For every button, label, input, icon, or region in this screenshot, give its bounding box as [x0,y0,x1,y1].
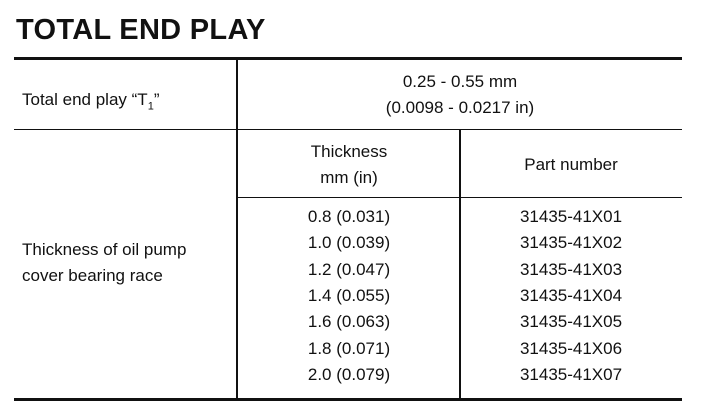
column-header: mm (in) [320,168,378,187]
part-number: 31435-41X06 [519,338,623,358]
row-label: cover bearing race [22,266,163,285]
column-header: Thickness [310,142,388,161]
column-header: Part number [524,155,618,174]
thickness: 2.0 (0.079) [307,364,391,384]
row-label: Total end play “T1” [22,90,159,112]
value: (0.0098 - 0.0217 in) [385,98,535,117]
thickness: 1.8 (0.071) [307,338,391,358]
label-sub: 1 [147,100,154,113]
part-number: 31435-41X01 [519,207,623,226]
title: TOTAL END PLAY [16,14,266,46]
divider [236,58,238,400]
rule [14,129,682,130]
rule-bottom [14,398,682,401]
part-number: 31435-41X04 [519,285,623,305]
part-number: 31435-41X02 [519,233,623,253]
rule-top [14,57,682,60]
part-number: 31435-41X03 [519,259,623,279]
value: 0.25 - 0.55 mm [402,72,518,91]
label: ” [153,90,160,109]
row-label: Thickness of oil pump [22,240,187,259]
label: Total end play “T [22,90,148,109]
part-number: 31435-41X07 [519,364,623,384]
thickness: 1.4 (0.055) [307,285,391,305]
thickness: 0.8 (0.031) [307,207,391,226]
thickness: 1.2 (0.047) [307,259,391,279]
divider [459,130,461,400]
thickness: 1.6 (0.063) [307,312,391,332]
part-number: 31435-41X05 [519,312,623,332]
thickness: 1.0 (0.039) [307,233,391,253]
